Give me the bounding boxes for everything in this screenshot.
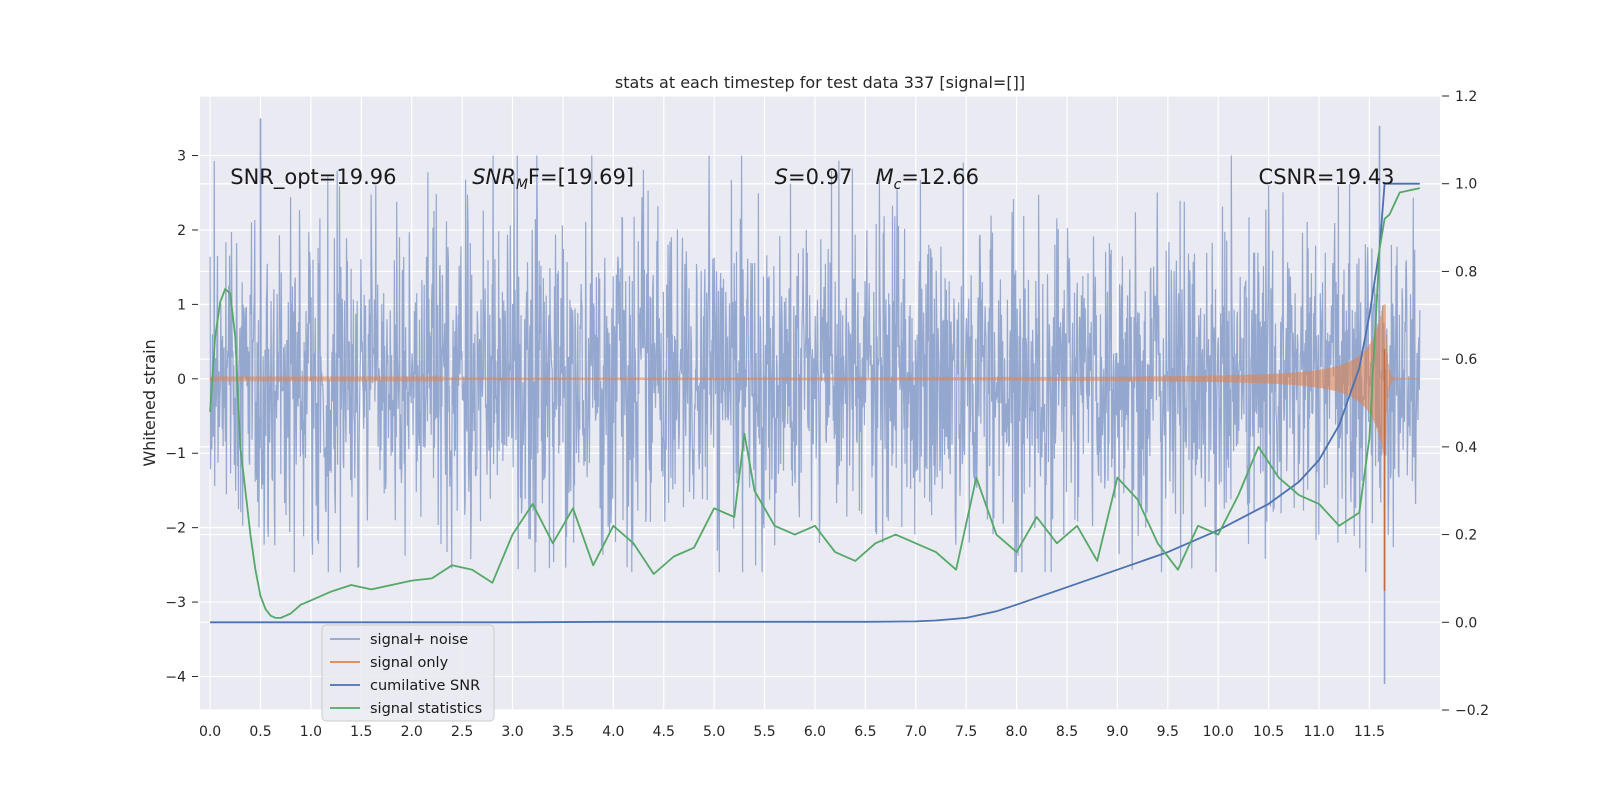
legend-label: cumilative SNR [370, 678, 480, 694]
x-tick-label: 3.0 [501, 724, 523, 740]
y-tick-label: 2 [177, 223, 186, 239]
annotation-snr-mf: SNRMF=[19.69] [472, 165, 634, 193]
y2-tick-label: 1.0 [1455, 177, 1477, 193]
annotation-s-val-prefix: S [775, 165, 788, 189]
annotation-mc-val-prefix: M [875, 165, 893, 189]
y-axis-label: Whitened strain [140, 339, 159, 466]
y-tick-label: −2 [165, 521, 186, 537]
x-tick-label: 10.0 [1203, 724, 1234, 740]
x-tick-label: 6.0 [804, 724, 826, 740]
annotation-mc-val-sub: c [894, 177, 902, 193]
legend-label: signal statistics [370, 701, 482, 717]
x-tick-label: 5.0 [703, 724, 725, 740]
y2-tick-label: −0.2 [1455, 703, 1489, 719]
x-tick-label: 0.0 [199, 724, 221, 740]
annotation-mc-val: Mc=12.66 [875, 165, 979, 193]
x-tick-label: 8.0 [1005, 724, 1027, 740]
x-axis-ticks: 0.0 0.5 1.0 1.5 2.0 2.5 3.0 3.5 4.0 4.5 5.0 5.5 6.0 6… [199, 724, 1385, 740]
series-signal-noise-line [209, 155, 1421, 573]
y-tick-label: −3 [165, 595, 186, 611]
annotation-csnr: CSNR=19.43 [1259, 165, 1395, 189]
x-tick-label: 2.0 [401, 724, 423, 740]
legend: signal+ noise signal only cumilative SNR si… [321, 624, 495, 722]
annotation-snr-opt: SNR_opt=19.96 [230, 165, 396, 190]
x-tick-label: 2.5 [451, 724, 473, 740]
y2-tick-label: 0.6 [1455, 352, 1477, 368]
y-axis-ticks: 3 2 1 0 −1 −2 −3 −4 [165, 149, 198, 686]
legend-label: signal+ noise [370, 632, 468, 648]
annotation-s-val-suffix: =0.97 [788, 165, 852, 189]
y-tick-label: 1 [177, 297, 186, 313]
y-tick-label: 3 [177, 149, 186, 165]
annotation-snr-mf-prefix: SNR [472, 165, 516, 189]
x-tick-label: 11.5 [1354, 724, 1385, 740]
x-tick-label: 1.0 [300, 724, 322, 740]
y2-tick-label: 0.8 [1455, 264, 1477, 280]
x-tick-label: 0.5 [249, 724, 271, 740]
y2-tick-label: 0.2 [1455, 528, 1477, 544]
annotation-mc-val-suffix: =12.66 [901, 165, 979, 189]
x-tick-label: 8.5 [1056, 724, 1078, 740]
legend-label: signal only [370, 655, 449, 671]
chart-title: stats at each timestep for test data 337… [615, 73, 1025, 92]
y2-tick-label: 0.0 [1455, 615, 1477, 631]
legend-box [321, 624, 495, 722]
x-tick-label: 6.5 [854, 724, 876, 740]
annotation-snr-mf-sub: M [516, 177, 528, 193]
x-tick-label: 5.5 [753, 724, 775, 740]
y2-tick-label: 0.4 [1455, 440, 1477, 456]
annotations: SNR_opt=19.96 SNRMF=[19.69] S=0.97 Mc=12.66… [230, 165, 1394, 193]
series-signal-only-line [209, 304, 1420, 454]
x-tick-label: 7.0 [905, 724, 927, 740]
y2-tick-label: 1.2 [1455, 89, 1477, 105]
annotation-s-val: S=0.97 [775, 165, 853, 189]
y-tick-label: 0 [177, 372, 186, 388]
x-tick-label: 10.5 [1253, 724, 1284, 740]
x-tick-label: 4.0 [602, 724, 624, 740]
x-tick-label: 7.5 [955, 724, 977, 740]
x-tick-label: 11.0 [1303, 724, 1334, 740]
x-tick-label: 4.5 [653, 724, 675, 740]
y-tick-label: −4 [165, 670, 186, 686]
y-tick-label: −1 [165, 446, 186, 462]
x-tick-label: 1.5 [350, 724, 372, 740]
y2-axis-ticks: 1.2 1.0 0.8 0.6 0.4 0.2 0.0 −0.2 [1442, 89, 1489, 719]
x-tick-label: 9.5 [1157, 724, 1179, 740]
x-tick-label: 3.5 [552, 724, 574, 740]
x-tick-label: 9.0 [1106, 724, 1128, 740]
annotation-snr-mf-suffix: F=[19.69] [528, 165, 634, 189]
plot-area [209, 118, 1421, 684]
series-cumulative-snr-line [210, 182, 1420, 624]
series-signal-statistics-line [209, 187, 1420, 619]
